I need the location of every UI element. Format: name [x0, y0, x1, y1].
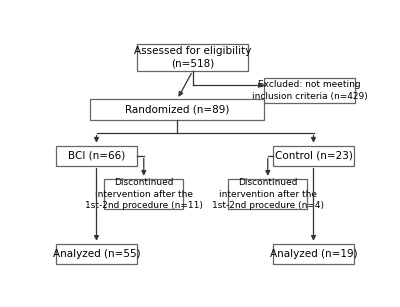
FancyBboxPatch shape [56, 244, 137, 264]
FancyBboxPatch shape [56, 146, 137, 166]
FancyBboxPatch shape [264, 78, 355, 103]
Text: BCI (n=66): BCI (n=66) [68, 151, 125, 161]
FancyBboxPatch shape [273, 244, 354, 264]
Text: Analyzed (n=19): Analyzed (n=19) [270, 249, 357, 259]
Text: Analyzed (n=55): Analyzed (n=55) [53, 249, 140, 259]
FancyBboxPatch shape [273, 146, 354, 166]
FancyBboxPatch shape [104, 179, 183, 209]
Text: Discontinued
intervention after the
1st-2nd procedure (n=11): Discontinued intervention after the 1st-… [85, 178, 203, 210]
FancyBboxPatch shape [228, 179, 307, 209]
Text: Discontinued
intervention after the
1st-2nd procedure (n=4): Discontinued intervention after the 1st-… [212, 178, 324, 210]
FancyBboxPatch shape [90, 99, 264, 119]
Text: Randomized (n=89): Randomized (n=89) [125, 104, 229, 115]
Text: Excluded: not meeting
inclusion criteria (n=429): Excluded: not meeting inclusion criteria… [252, 80, 368, 101]
FancyBboxPatch shape [137, 44, 248, 71]
Text: Control (n=23): Control (n=23) [274, 151, 352, 161]
Text: Assessed for eligibility
(n=518): Assessed for eligibility (n=518) [134, 46, 251, 69]
